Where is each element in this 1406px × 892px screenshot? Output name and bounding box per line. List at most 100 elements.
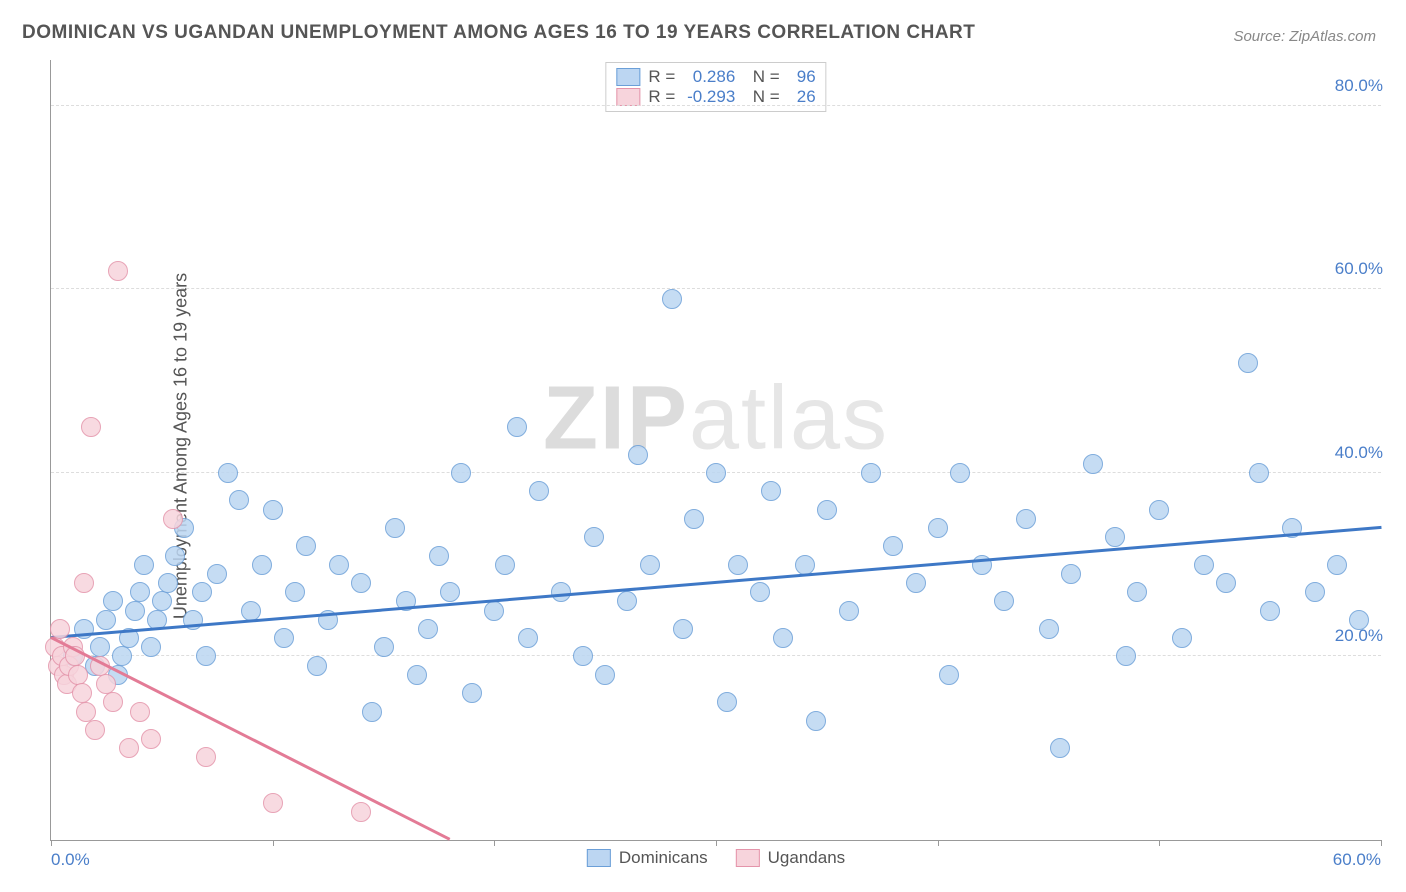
data-point bbox=[72, 683, 92, 703]
data-point bbox=[640, 555, 660, 575]
n-value-dominicans: 96 bbox=[788, 67, 816, 87]
data-point bbox=[141, 637, 161, 657]
data-point bbox=[351, 573, 371, 593]
data-point bbox=[96, 674, 116, 694]
data-point bbox=[728, 555, 748, 575]
data-point bbox=[90, 637, 110, 657]
x-tick bbox=[938, 840, 939, 846]
y-tick-label: 40.0% bbox=[1329, 443, 1383, 463]
data-point bbox=[152, 591, 172, 611]
data-point bbox=[1149, 500, 1169, 520]
trend-line bbox=[50, 636, 450, 840]
data-point bbox=[229, 490, 249, 510]
data-point bbox=[529, 481, 549, 501]
data-point bbox=[112, 646, 132, 666]
data-point bbox=[939, 665, 959, 685]
data-point bbox=[362, 702, 382, 722]
data-point bbox=[1194, 555, 1214, 575]
data-point bbox=[1061, 564, 1081, 584]
data-point bbox=[196, 747, 216, 767]
x-tick bbox=[51, 840, 52, 846]
swatch-ugandans bbox=[616, 88, 640, 106]
data-point bbox=[595, 665, 615, 685]
data-point bbox=[906, 573, 926, 593]
data-point bbox=[125, 601, 145, 621]
data-point bbox=[662, 289, 682, 309]
data-point bbox=[928, 518, 948, 538]
gridline bbox=[51, 288, 1381, 289]
data-point bbox=[329, 555, 349, 575]
gridline bbox=[51, 655, 1381, 656]
data-point bbox=[994, 591, 1014, 611]
source-attribution: Source: ZipAtlas.com bbox=[1233, 28, 1376, 45]
data-point bbox=[1260, 601, 1280, 621]
data-point bbox=[207, 564, 227, 584]
x-tick bbox=[716, 840, 717, 846]
data-point bbox=[85, 720, 105, 740]
data-point bbox=[1050, 738, 1070, 758]
data-point bbox=[462, 683, 482, 703]
data-point bbox=[1127, 582, 1147, 602]
data-point bbox=[806, 711, 826, 731]
data-point bbox=[163, 509, 183, 529]
x-tick bbox=[1381, 840, 1382, 846]
y-tick-label: 80.0% bbox=[1329, 76, 1383, 96]
data-point bbox=[74, 573, 94, 593]
data-point bbox=[103, 591, 123, 611]
data-point bbox=[1249, 463, 1269, 483]
data-point bbox=[1105, 527, 1125, 547]
data-point bbox=[119, 738, 139, 758]
trend-line bbox=[51, 526, 1381, 639]
data-point bbox=[130, 582, 150, 602]
data-point bbox=[351, 802, 371, 822]
data-point bbox=[1016, 509, 1036, 529]
data-point bbox=[861, 463, 881, 483]
data-point bbox=[628, 445, 648, 465]
data-point bbox=[307, 656, 327, 676]
data-point bbox=[285, 582, 305, 602]
data-point bbox=[495, 555, 515, 575]
data-point bbox=[374, 637, 394, 657]
data-point bbox=[507, 417, 527, 437]
y-tick-label: 60.0% bbox=[1329, 259, 1383, 279]
data-point bbox=[81, 417, 101, 437]
data-point bbox=[1216, 573, 1236, 593]
data-point bbox=[68, 665, 88, 685]
data-point bbox=[108, 261, 128, 281]
data-point bbox=[263, 500, 283, 520]
data-point bbox=[518, 628, 538, 648]
n-label: N = bbox=[743, 67, 779, 87]
data-point bbox=[451, 463, 471, 483]
legend-row-dominicans: R = 0.286 N = 96 bbox=[616, 67, 815, 87]
x-tick bbox=[273, 840, 274, 846]
data-point bbox=[750, 582, 770, 602]
data-point bbox=[795, 555, 815, 575]
data-point bbox=[761, 481, 781, 501]
x-axis-labels: 0.0% 60.0% bbox=[51, 850, 1381, 870]
data-point bbox=[76, 702, 96, 722]
data-point bbox=[673, 619, 693, 639]
data-point bbox=[573, 646, 593, 666]
data-point bbox=[1327, 555, 1347, 575]
data-point bbox=[1116, 646, 1136, 666]
scatter-plot: ZIPatlas R = 0.286 N = 96 R = -0.293 N =… bbox=[50, 60, 1381, 841]
data-point bbox=[274, 628, 294, 648]
r-value-dominicans: 0.286 bbox=[683, 67, 735, 87]
data-point bbox=[440, 582, 460, 602]
data-point bbox=[1039, 619, 1059, 639]
data-point bbox=[717, 692, 737, 712]
data-point bbox=[141, 729, 161, 749]
data-point bbox=[407, 665, 427, 685]
x-max-label: 60.0% bbox=[1333, 850, 1381, 870]
data-point bbox=[817, 500, 837, 520]
data-point bbox=[96, 610, 116, 630]
data-point bbox=[296, 536, 316, 556]
data-point bbox=[617, 591, 637, 611]
data-point bbox=[192, 582, 212, 602]
data-point bbox=[1238, 353, 1258, 373]
r-label: R = bbox=[648, 67, 675, 87]
data-point bbox=[418, 619, 438, 639]
data-point bbox=[218, 463, 238, 483]
data-point bbox=[158, 573, 178, 593]
data-point bbox=[773, 628, 793, 648]
